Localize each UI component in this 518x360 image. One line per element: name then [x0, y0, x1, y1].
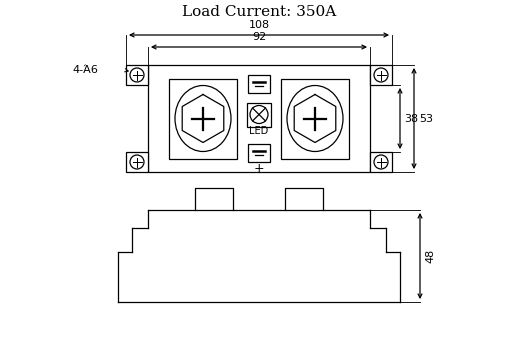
Text: 4-Ά6: 4-Ά6	[72, 65, 98, 75]
Circle shape	[130, 68, 144, 82]
Circle shape	[250, 105, 268, 123]
Bar	[248, 144, 270, 162]
Ellipse shape	[175, 86, 231, 152]
Ellipse shape	[287, 86, 343, 152]
Text: 53: 53	[419, 113, 433, 123]
Bar	[126, 152, 148, 172]
Bar	[281, 78, 349, 158]
Bar	[169, 78, 237, 158]
Bar	[247, 103, 271, 126]
Bar	[248, 75, 270, 93]
Circle shape	[130, 155, 144, 169]
Text: LED: LED	[249, 126, 269, 135]
Text: 48: 48	[425, 249, 435, 263]
Circle shape	[374, 155, 388, 169]
Bar	[370, 152, 392, 172]
Text: 38: 38	[404, 113, 418, 123]
Text: 108: 108	[249, 20, 269, 30]
Text: Load Current: 350A: Load Current: 350A	[182, 5, 336, 19]
Bar	[126, 65, 148, 85]
Text: +: +	[254, 162, 264, 175]
Circle shape	[374, 68, 388, 82]
Text: 92: 92	[252, 32, 266, 42]
Bar	[148, 65, 370, 172]
Bar	[370, 65, 392, 85]
